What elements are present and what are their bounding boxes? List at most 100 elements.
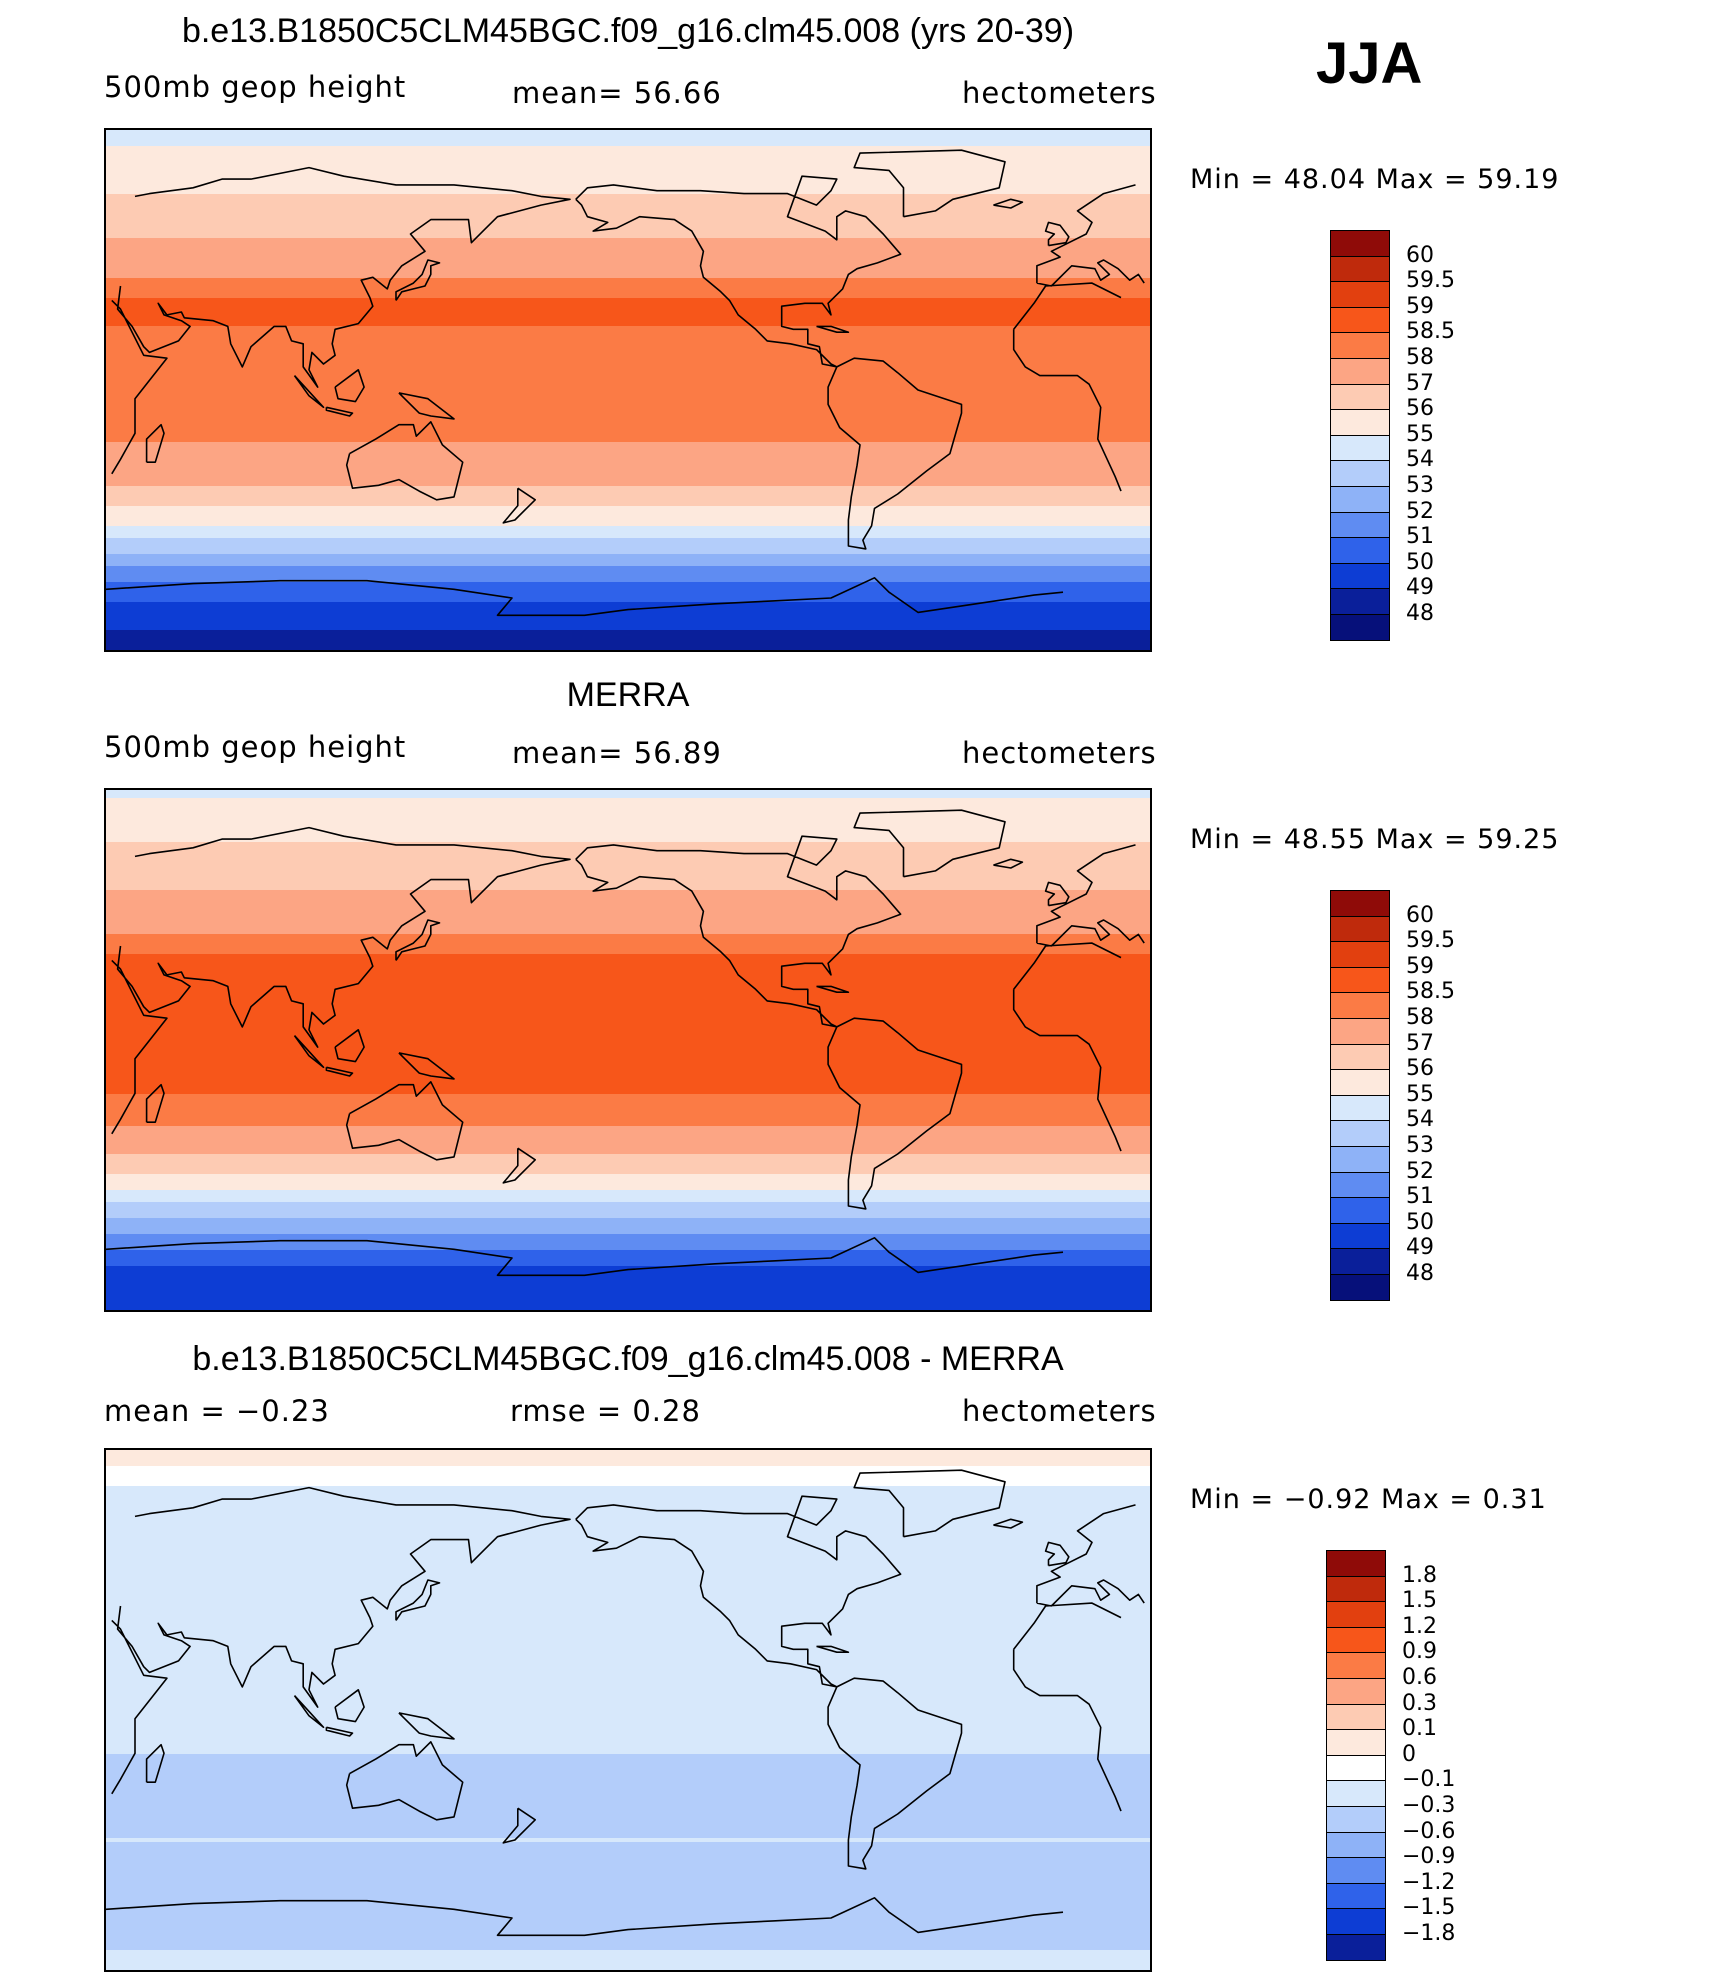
colorbar-label: 48: [1406, 601, 1434, 626]
heatmap-band: [106, 1466, 1150, 1471]
heatmap-band: [106, 814, 1150, 819]
heatmap-band: [106, 1858, 1150, 1863]
heatmap-band: [106, 1230, 1150, 1235]
heatmap-band: [106, 1274, 1150, 1279]
heatmap-band: [106, 1930, 1150, 1935]
colorbar-label: 59: [1406, 293, 1434, 319]
heatmap-band: [106, 1258, 1150, 1263]
heatmap-band: [106, 1882, 1150, 1887]
heatmap-band: [106, 1762, 1150, 1767]
heatmap-band: [106, 1546, 1150, 1551]
heatmap-band: [106, 586, 1150, 591]
heatmap-band: [106, 810, 1150, 815]
colorbar-swatch: [1326, 1934, 1386, 1961]
heatmap-band: [106, 1506, 1150, 1511]
heatmap-band: [106, 1962, 1150, 1967]
heatmap-band: [106, 1054, 1150, 1059]
heatmap-band: [106, 1538, 1150, 1543]
panel-1-variable-label: 500mb geop height: [104, 70, 407, 104]
colorbar-label: −1.8: [1402, 1921, 1456, 1946]
heatmap-band: [106, 894, 1150, 899]
colorbar-swatch: [1330, 1197, 1390, 1224]
heatmap-band: [106, 302, 1150, 307]
heatmap-band: [106, 970, 1150, 975]
heatmap-band: [106, 1158, 1150, 1163]
heatmap-band: [106, 1758, 1150, 1763]
heatmap-band: [106, 626, 1150, 631]
heatmap-band: [106, 1042, 1150, 1047]
heatmap-band: [106, 1130, 1150, 1135]
heatmap-band: [106, 998, 1150, 1003]
colorbar-swatch: [1326, 1882, 1386, 1910]
colorbar-swatch: [1330, 409, 1390, 436]
heatmap-band: [106, 398, 1150, 403]
heatmap-band: [106, 1578, 1150, 1583]
heatmap-band: [106, 1606, 1150, 1611]
heatmap-band: [106, 390, 1150, 395]
heatmap-band: [106, 1810, 1150, 1815]
colorbar-swatch: [1330, 966, 1390, 994]
heatmap-band: [106, 310, 1150, 315]
heatmap-band: [106, 598, 1150, 603]
heatmap-band: [106, 1914, 1150, 1919]
heatmap-band: [106, 802, 1150, 807]
heatmap-band: [106, 1730, 1150, 1735]
heatmap-band: [106, 1766, 1150, 1771]
colorbar-label: −0.3: [1402, 1793, 1456, 1818]
heatmap-band: [106, 330, 1150, 335]
heatmap-band: [106, 1222, 1150, 1227]
heatmap-band: [106, 194, 1150, 199]
heatmap-band: [106, 202, 1150, 207]
colorbar-swatch: [1330, 1043, 1390, 1071]
coastline: [106, 1469, 1145, 1937]
panel-1-title: b.e13.B1850C5CLM45BGC.f09_g16.clm45.008 …: [181, 12, 1075, 50]
heatmap-band: [106, 1774, 1150, 1779]
heatmap-band: [106, 258, 1150, 263]
heatmap-band: [106, 474, 1150, 479]
heatmap-band: [106, 266, 1150, 271]
heatmap-band: [106, 1174, 1150, 1179]
colorbar-label: 55: [1406, 421, 1434, 447]
heatmap-band: [106, 1834, 1150, 1839]
heatmap-band: [106, 1454, 1150, 1459]
colorbar-label: 50: [1406, 1209, 1434, 1235]
heatmap-band: [106, 874, 1150, 879]
colorbar-label: 53: [1406, 1133, 1434, 1158]
heatmap-band: [106, 1602, 1150, 1607]
heatmap-band: [106, 1238, 1150, 1243]
panel-3-contour-map: [106, 1450, 1150, 1970]
heatmap-band: [106, 1062, 1150, 1067]
heatmap-band: [106, 318, 1150, 323]
heatmap-band: [106, 914, 1150, 919]
heatmap-band: [106, 198, 1150, 203]
heatmap-band: [106, 570, 1150, 575]
heatmap-band: [106, 1302, 1150, 1307]
heatmap-band: [106, 1890, 1150, 1895]
heatmap-band: [106, 1954, 1150, 1959]
heatmap-band: [106, 1030, 1150, 1035]
colorbar-swatch: [1330, 511, 1390, 539]
heatmap-band: [106, 1690, 1150, 1695]
heatmap-band: [106, 1638, 1150, 1643]
heatmap-band: [106, 622, 1150, 627]
heatmap-band: [106, 1822, 1150, 1827]
colorbar-swatch: [1330, 915, 1390, 943]
colorbar-swatch: [1330, 992, 1390, 1019]
heatmap-band: [106, 1294, 1150, 1299]
colorbar-label: 51: [1406, 1184, 1434, 1210]
heatmap-band: [106, 402, 1150, 407]
heatmap-band: [106, 554, 1150, 559]
heatmap-band: [106, 1770, 1150, 1775]
heatmap-band: [106, 566, 1150, 571]
colorbar-swatch: [1326, 1857, 1386, 1884]
heatmap-band: [106, 1650, 1150, 1655]
colorbar-label: 49: [1406, 575, 1434, 601]
heatmap-band: [106, 790, 1150, 795]
colorbar-swatch: [1330, 537, 1390, 564]
colorbar-swatch: [1330, 890, 1390, 917]
heatmap-band: [106, 1818, 1150, 1823]
heatmap-band: [106, 1266, 1150, 1271]
heatmap-band: [106, 1902, 1150, 1907]
panel-1-minmax: Min = 48.04 Max = 59.19: [1190, 164, 1560, 195]
colorbar-label: 58.5: [1406, 319, 1455, 345]
